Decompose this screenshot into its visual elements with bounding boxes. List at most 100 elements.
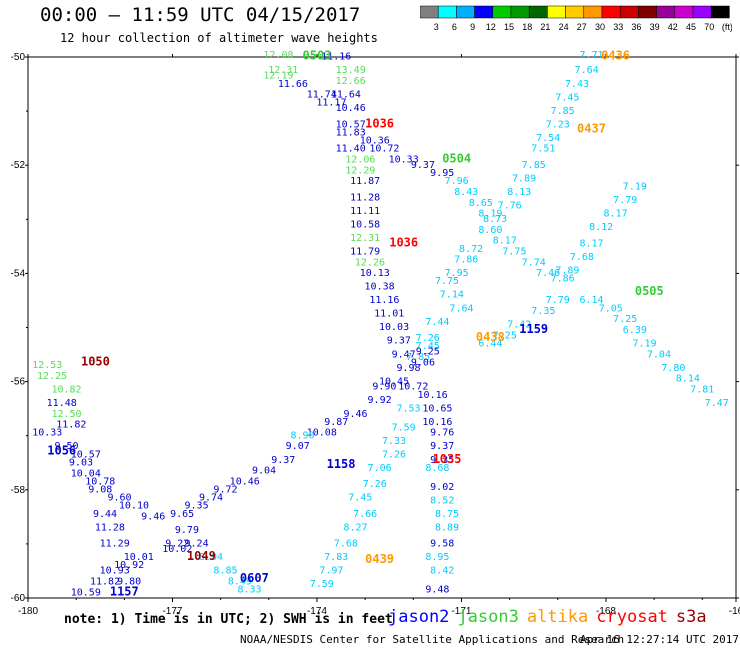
swh-value: 8.33 [238,585,262,596]
x-tick-label: -171 [451,606,471,617]
colorbar-label: 12 [486,22,496,32]
pass-time-label: 0505 [635,284,664,298]
swh-value: 9.72 [213,485,237,496]
swh-value: 7.05 [599,303,623,314]
swh-value: 6.14 [579,295,603,306]
satellite-legend: jason2 jason3 altika cryosat s3a [388,607,715,627]
swh-value: 12.29 [345,165,375,176]
pass-time-label: 0607 [240,571,269,585]
swh-value: 10.45 [379,376,409,387]
swh-value: 10.57 [336,119,366,130]
y-tick-label: -50 [11,52,26,63]
legend-item-altika: altika [526,607,589,627]
chart-subtitle: 12 hour collection of altimeter wave hei… [60,31,378,45]
swh-value: 7.26 [382,449,406,460]
swh-value: 7.26 [416,333,440,344]
pass-time-label: 0437 [577,122,606,136]
swh-value: 7.35 [531,306,555,317]
swh-value: 10.78 [85,476,115,487]
swh-value: 9.50 [54,441,78,452]
swh-value: 7.79 [546,295,570,306]
swh-value: 9.37 [271,455,295,466]
swh-value: 7.74 [522,257,546,268]
swh-value: 10.33 [389,154,419,165]
swh-value: 7.85 [522,160,546,171]
swh-value: 9.76 [430,428,454,439]
pass-time-label: 0438 [476,330,505,344]
pass-time-label: 1056 [47,444,76,458]
page-title: 00:00 – 11:59 UTC 04/15/2017 [40,4,361,26]
swh-value: 7.96 [445,176,469,187]
swh-value: 11.74 [307,90,337,101]
swh-value: 7.95 [445,268,469,279]
swh-value: 7.51 [531,144,555,155]
legend-item-jason2: jason2 [388,607,450,627]
swh-value: 11.83 [336,127,366,138]
colorbar-label: 21 [540,22,550,32]
swh-value: 7.06 [368,463,392,474]
swh-value: 7.83 [324,552,348,563]
swh-value: 9.65 [170,509,194,520]
swh-value: 11.66 [278,79,308,90]
swh-value: 7.89 [555,265,579,276]
swh-value: 7.19 [623,182,647,193]
swh-value: 9.37 [411,160,435,171]
swh-value: 12.31 [268,65,298,76]
swh-value: 13.49 [336,65,366,76]
swh-value: 7.43 [565,79,589,90]
swh-value: 7.97 [319,566,343,577]
swh-value: 7.81 [690,384,714,395]
swh-value: 10.02 [162,544,192,555]
swh-value: 7.86 [551,274,575,285]
y-tick-label: -52 [11,160,26,171]
swh-value: 9.35 [430,455,454,466]
swh-value: 11.64 [331,90,361,101]
swh-value: 7.79 [613,195,637,206]
swh-value: 9.44 [93,509,117,520]
swh-value: 8.49 [228,576,252,587]
pass-time-label: 1157 [110,584,139,598]
swh-value: 10.59 [71,587,101,598]
swh-value: 8.17 [579,238,603,249]
colorbar-label: 18 [522,22,532,32]
swh-value: 9.07 [286,441,310,452]
swh-value: 7.53 [396,403,420,414]
pass-time-labels: 0503 1036 0504 1036 0436 0437 0505 1159 0438 1050… [47,49,663,599]
swh-value: 9.02 [430,482,454,493]
swh-value: 8.72 [459,244,483,255]
pass-time-label: 0503 [303,49,332,63]
swh-value: 11.40 [336,144,366,155]
swh-value: 9.87 [324,417,348,428]
swh-value: 7.68 [334,539,358,550]
swh-value: 11.16 [321,52,351,63]
swh-value: 9.03 [69,457,93,468]
swh-value: 7.75 [502,246,526,257]
swh-value: 8.12 [589,222,613,233]
x-tick-label: -177 [162,606,182,617]
pass-time-label: 1036 [365,116,394,130]
swh-value: 7.25 [493,330,517,341]
footer-note: note: 1) Time is in UTC; 2) SWH is in fe… [64,612,393,627]
swh-value: 9.22 [165,539,189,550]
swh-value: 8.75 [435,509,459,520]
swh-value: 8.43 [454,187,478,198]
swh-value: 7.66 [353,509,377,520]
swh-value: 8.95 [425,552,449,563]
swh-value: 7.26 [363,479,387,490]
swh-value: 7.54 [536,133,560,144]
swh-value: 9.46 [343,409,367,420]
swh-value: 10.72 [398,382,428,393]
swh-value: 9.04 [252,466,276,477]
swh-value: 7.85 [551,106,575,117]
x-tick-label: -180 [18,606,38,617]
swh-value: 7.45 [555,92,579,103]
swh-value: 7.42 [507,320,531,331]
swh-value: 11.28 [95,522,125,533]
swh-value: 8.65 [469,198,493,209]
colorbar-label: 36 [631,22,641,32]
swh-value: 6.39 [623,325,647,336]
swh-value: 9.90 [372,382,396,393]
pass-time-label: 1158 [327,457,356,471]
swh-value: 10.16 [422,417,452,428]
swh-value: 7.89 [512,173,536,184]
